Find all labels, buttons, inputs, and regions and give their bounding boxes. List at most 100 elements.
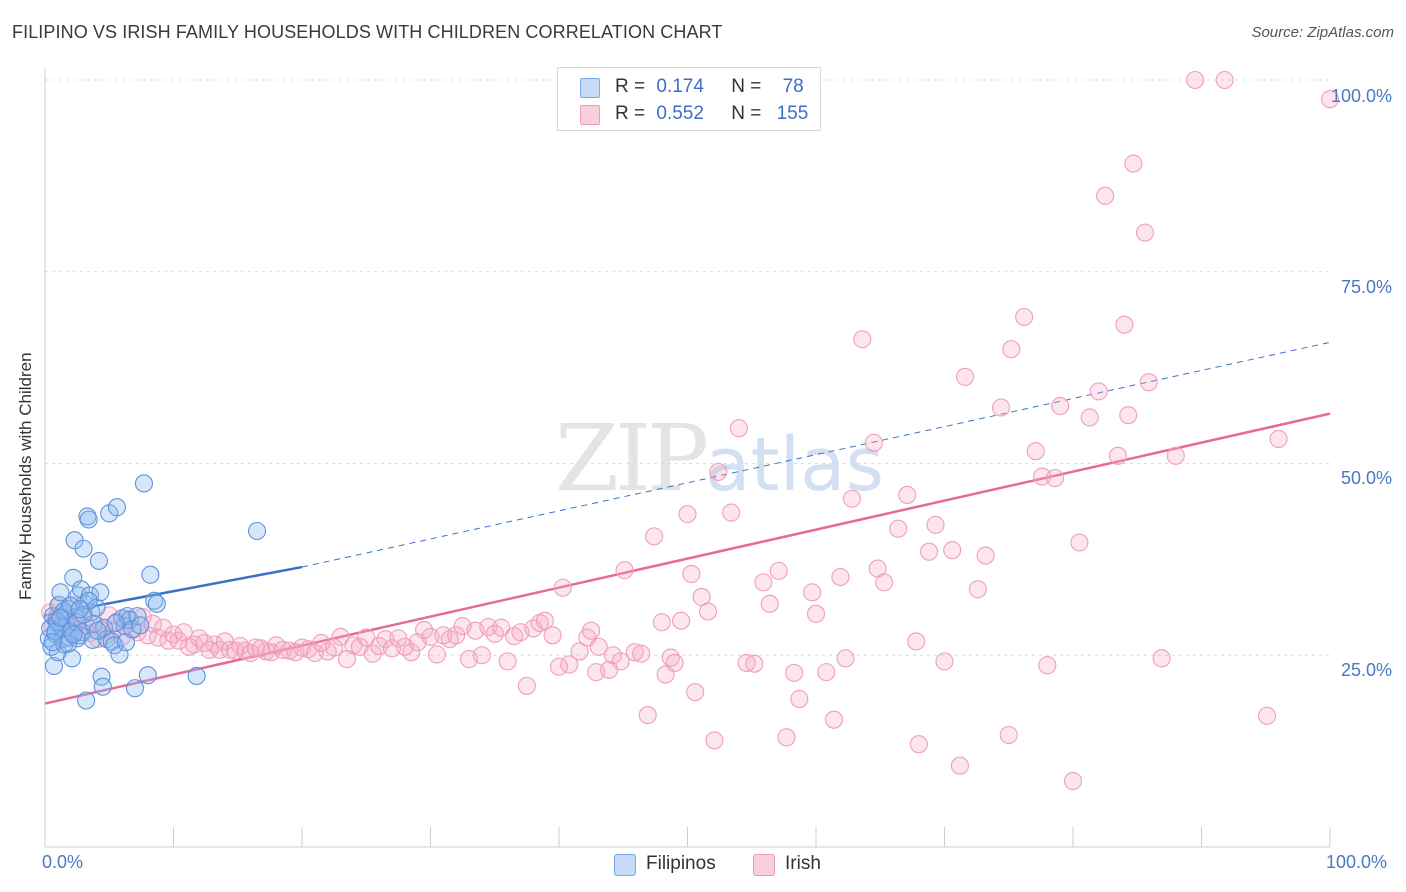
irish-point <box>582 621 601 640</box>
y-tick-label-50: 50.0% <box>1340 468 1392 488</box>
irish-point <box>415 620 434 639</box>
irish-point <box>611 652 630 671</box>
irish-point <box>889 519 908 538</box>
irish-point <box>570 642 589 661</box>
irish-point <box>1063 771 1083 791</box>
filipino-point <box>61 596 80 615</box>
irish-point <box>678 505 697 524</box>
irish-point <box>769 561 788 580</box>
irish-point <box>1051 396 1070 416</box>
filipino-point <box>74 539 93 558</box>
irish-point <box>632 644 651 663</box>
irish-point <box>638 706 657 725</box>
irish-legend-label: Irish <box>785 853 821 874</box>
irish-point <box>447 626 466 645</box>
irish-point <box>754 573 773 592</box>
filipino-r-value: 0.174 <box>656 76 704 97</box>
irish-r-label: R = <box>615 103 646 124</box>
filipino-point <box>43 633 62 652</box>
correlation-legend: R = 0.174 N = 78 R = 0.552 N = 155 <box>557 67 821 131</box>
irish-point <box>1124 154 1143 173</box>
irish-point <box>517 676 536 695</box>
irish-point <box>1269 429 1288 449</box>
irish-point <box>1080 408 1099 427</box>
filipino-point <box>106 613 125 633</box>
irish-point <box>241 643 260 662</box>
irish-point <box>1139 373 1158 392</box>
irish-point <box>1119 406 1138 425</box>
irish-point <box>589 637 608 656</box>
filipino-point <box>125 679 144 698</box>
filipino-point <box>51 583 70 602</box>
irish-point <box>376 630 395 649</box>
irish-point <box>976 546 995 565</box>
filipino-point <box>64 625 83 644</box>
irish-point <box>325 638 344 657</box>
irish-point <box>1002 340 1021 359</box>
irish-point <box>950 756 969 775</box>
filipino-point <box>145 591 164 610</box>
irish-point <box>1135 223 1155 242</box>
irish-point <box>331 627 350 646</box>
irish-point <box>498 652 517 671</box>
irish-point <box>831 567 850 587</box>
y-tick-label-75: 75.0% <box>1340 277 1392 297</box>
irish-point <box>1015 307 1034 327</box>
filipino-point <box>247 521 267 541</box>
irish-point <box>991 398 1011 417</box>
irish-point <box>956 367 975 386</box>
irish-point <box>875 573 894 592</box>
irish-point <box>682 564 701 583</box>
irish-point <box>1215 70 1234 90</box>
filipino-point <box>134 474 153 493</box>
filipino-point <box>78 507 97 526</box>
irish-point <box>560 655 579 674</box>
irish-point <box>803 583 822 602</box>
irish-point <box>1186 70 1205 90</box>
irish-point <box>427 645 446 664</box>
filipino-point <box>105 636 124 655</box>
irish-n-value: 155 <box>776 103 809 124</box>
irish-point <box>479 617 498 636</box>
irish-point <box>492 618 511 637</box>
irish-point <box>935 652 954 671</box>
irish-point <box>785 663 804 682</box>
irish-point <box>1026 442 1045 461</box>
irish-point <box>699 602 718 621</box>
irish-point <box>1070 533 1089 552</box>
irish-point <box>169 631 188 650</box>
filipino-point <box>89 551 109 570</box>
irish-point <box>1152 649 1171 668</box>
filipino-point <box>62 649 82 668</box>
irish-point <box>1115 315 1134 334</box>
filipino-point <box>46 622 65 641</box>
irish-point <box>251 639 270 658</box>
irish-point <box>220 640 240 659</box>
irish-point <box>864 433 883 452</box>
irish-point <box>842 489 862 508</box>
irish-n-label: N = <box>731 103 762 124</box>
irish-point <box>1038 656 1057 675</box>
irish-point <box>920 542 939 561</box>
irish-r-value: 0.552 <box>656 103 704 124</box>
irish-point <box>652 613 671 632</box>
filipino-r-label: R = <box>615 76 646 97</box>
irish-point <box>745 654 764 673</box>
irish-point <box>543 626 562 645</box>
irish-point <box>363 644 382 663</box>
irish-point <box>472 646 491 665</box>
axes <box>44 68 1331 848</box>
irish-point <box>1089 382 1108 401</box>
irish-point <box>824 710 844 729</box>
irish-point <box>777 728 796 747</box>
irish-swatch <box>580 105 600 125</box>
filipinos-legend-swatch <box>614 854 636 876</box>
irish-point <box>968 580 987 599</box>
filipino-point <box>51 608 70 627</box>
irish-point <box>853 330 872 349</box>
irish-point <box>1320 90 1340 109</box>
irish-point <box>149 628 168 647</box>
filipino-point <box>147 594 166 613</box>
irish-point <box>737 653 756 672</box>
irish-point <box>625 643 644 662</box>
